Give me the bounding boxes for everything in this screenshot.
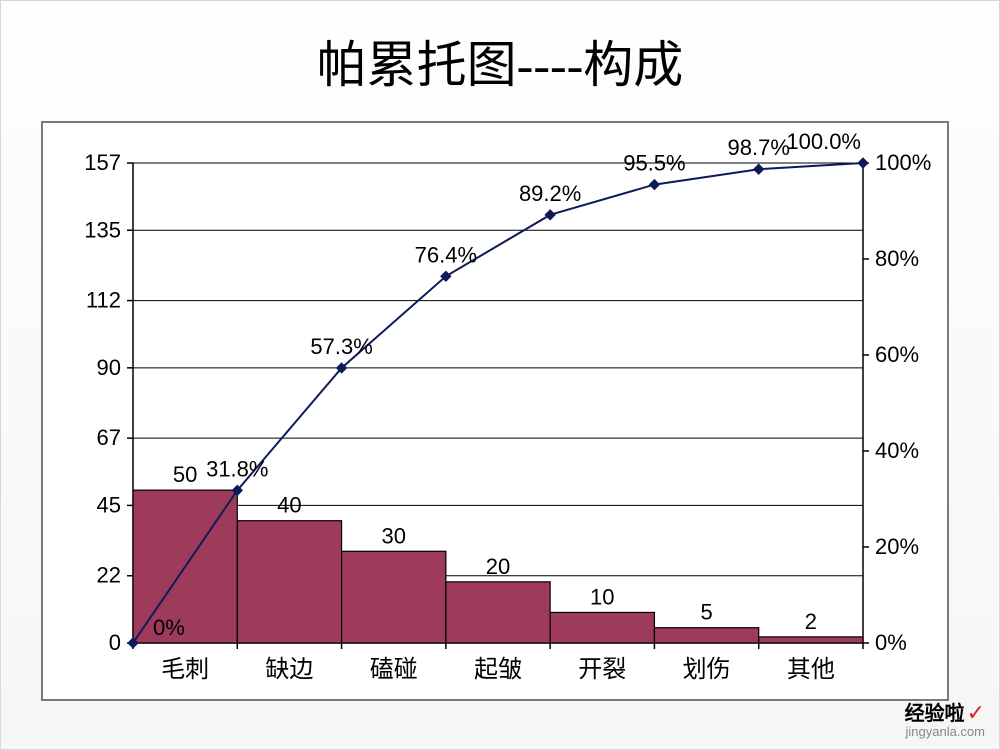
page-title: 帕累托图----构成 — [1, 1, 999, 105]
svg-text:22: 22 — [97, 563, 121, 588]
svg-text:毛刺: 毛刺 — [161, 656, 209, 683]
svg-text:其他: 其他 — [787, 656, 835, 683]
svg-text:57.3%: 57.3% — [310, 334, 372, 359]
svg-text:76.4%: 76.4% — [415, 242, 477, 267]
svg-text:157: 157 — [84, 150, 121, 175]
svg-text:开裂: 开裂 — [578, 656, 626, 683]
page: 帕累托图----构成 0224567901121351570%20%40%60%… — [0, 0, 1000, 750]
chart-frame: 0224567901121351570%20%40%60%80%100%50毛刺… — [41, 121, 949, 701]
svg-text:0: 0 — [109, 630, 121, 655]
svg-text:起皱: 起皱 — [474, 656, 522, 683]
svg-text:2: 2 — [805, 609, 817, 634]
svg-text:磕碰: 磕碰 — [370, 656, 418, 683]
watermark-brand: 经验啦 — [905, 703, 965, 725]
svg-text:112: 112 — [86, 288, 121, 313]
svg-text:98.7%: 98.7% — [728, 135, 790, 160]
svg-text:135: 135 — [84, 217, 121, 242]
svg-text:31.8%: 31.8% — [206, 456, 268, 481]
watermark-url: jingyanla.com — [905, 725, 985, 739]
check-icon: ✓ — [967, 700, 985, 725]
svg-text:90: 90 — [97, 355, 121, 380]
svg-text:划伤: 划伤 — [683, 656, 731, 683]
svg-text:80%: 80% — [875, 246, 919, 271]
svg-text:50: 50 — [173, 462, 197, 487]
svg-text:20: 20 — [486, 554, 510, 579]
svg-text:67: 67 — [97, 425, 121, 450]
svg-text:95.5%: 95.5% — [623, 151, 685, 176]
pareto-chart: 0224567901121351570%20%40%60%80%100%50毛刺… — [43, 123, 947, 699]
svg-text:40%: 40% — [875, 438, 919, 463]
svg-text:40: 40 — [277, 493, 301, 518]
svg-text:60%: 60% — [875, 342, 919, 367]
svg-text:0%: 0% — [875, 630, 907, 655]
svg-text:缺边: 缺边 — [265, 656, 313, 683]
svg-text:10: 10 — [590, 584, 614, 609]
svg-text:100.0%: 100.0% — [786, 129, 861, 154]
svg-text:5: 5 — [700, 600, 712, 625]
svg-text:0%: 0% — [153, 615, 185, 640]
svg-text:30: 30 — [381, 523, 405, 548]
svg-text:20%: 20% — [875, 534, 919, 559]
svg-text:100%: 100% — [875, 150, 931, 175]
svg-text:45: 45 — [97, 492, 121, 517]
watermark: 经验啦✓ jingyanla.com — [905, 701, 985, 739]
svg-text:89.2%: 89.2% — [519, 181, 581, 206]
